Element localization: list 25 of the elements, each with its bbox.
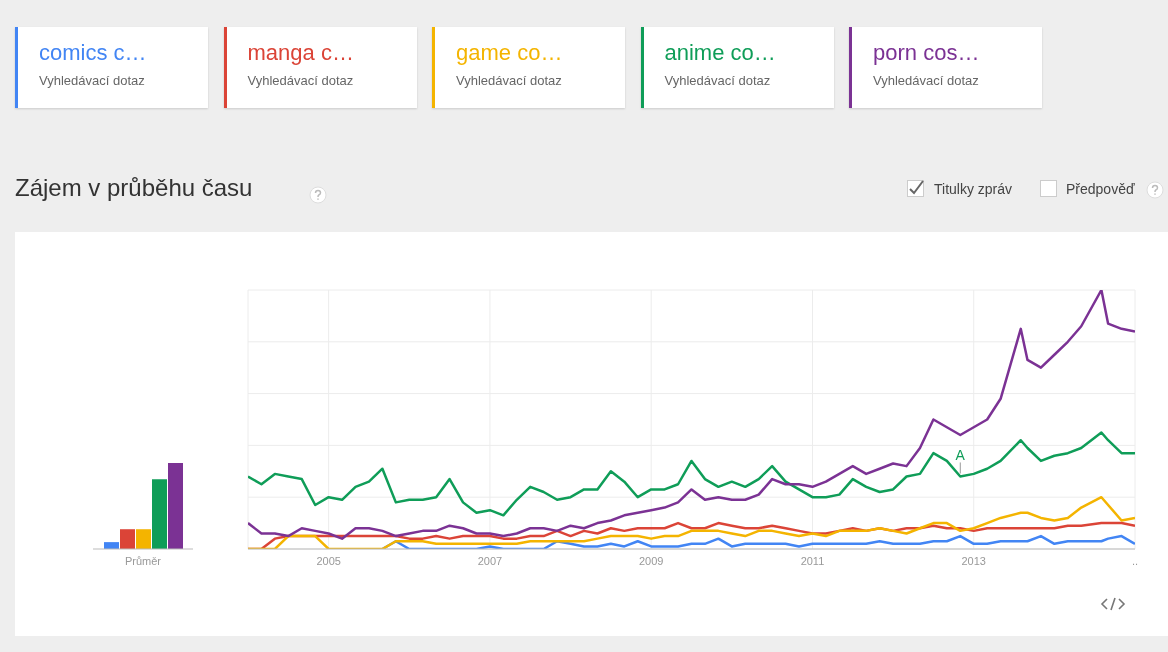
bar xyxy=(168,463,183,549)
x-tick-label: 2013 xyxy=(961,554,986,567)
text: Vyhledávací dotaz xyxy=(39,73,145,88)
text: Vyhledávací dotaz xyxy=(664,73,771,88)
text: Titulky zpráv xyxy=(934,181,1013,197)
x-tick-label: 2005 xyxy=(316,554,341,567)
text: manga c… xyxy=(247,40,354,66)
bar xyxy=(120,529,135,549)
text: game co… xyxy=(456,40,563,66)
text: anime co… xyxy=(664,40,776,66)
x-tick-label: 2007 xyxy=(477,554,503,567)
chart-title: Zájem v průběhu času xyxy=(15,174,253,202)
text: Vyhledávací dotaz xyxy=(247,73,354,88)
x-tick-label: Průměr xyxy=(124,554,162,567)
x-tick-label: 2011 xyxy=(800,554,825,567)
text: comics c… xyxy=(39,40,147,66)
text: Vyhledávací dotaz xyxy=(456,73,562,88)
x-tick-label: 2009 xyxy=(638,554,664,567)
text: Vyhledávací dotaz xyxy=(873,73,979,88)
annotation: A xyxy=(955,447,966,464)
text: Předpověď xyxy=(1066,181,1135,197)
bar xyxy=(152,479,167,549)
text: porn cos… xyxy=(873,40,980,66)
x-tick-label: .. xyxy=(1131,554,1139,567)
bar xyxy=(136,529,151,549)
